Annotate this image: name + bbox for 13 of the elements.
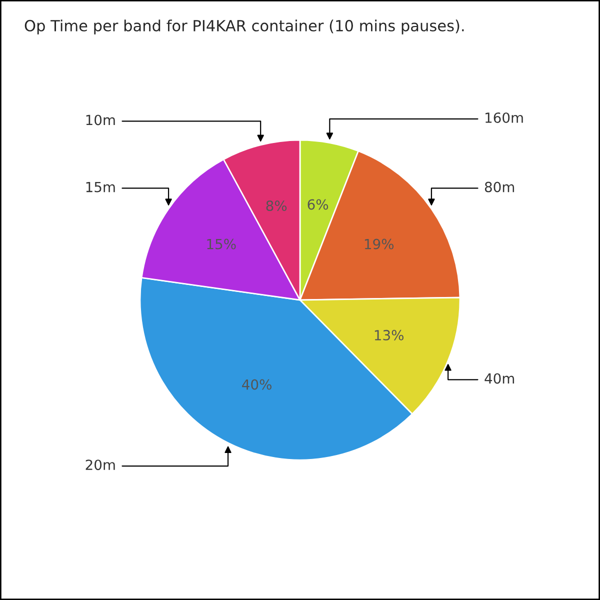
data-label: 6% <box>308 199 328 210</box>
slice-label: 15m <box>86 182 115 192</box>
slice-label: 160m <box>486 112 523 123</box>
data-label: 8% <box>266 200 287 211</box>
slice-label: 10m <box>86 114 115 126</box>
chart-title: Op Time per band for PI4KAR container (10 mins pauses). <box>24 20 464 34</box>
data-label: 40% <box>242 379 272 390</box>
slice-label: 40m <box>484 373 514 384</box>
slice-label: 20m <box>86 460 115 470</box>
slice-label: 80m <box>484 182 514 192</box>
data-label: 19% <box>364 238 394 250</box>
data-label: 15% <box>207 238 236 250</box>
data-label: 13% <box>374 330 404 340</box>
